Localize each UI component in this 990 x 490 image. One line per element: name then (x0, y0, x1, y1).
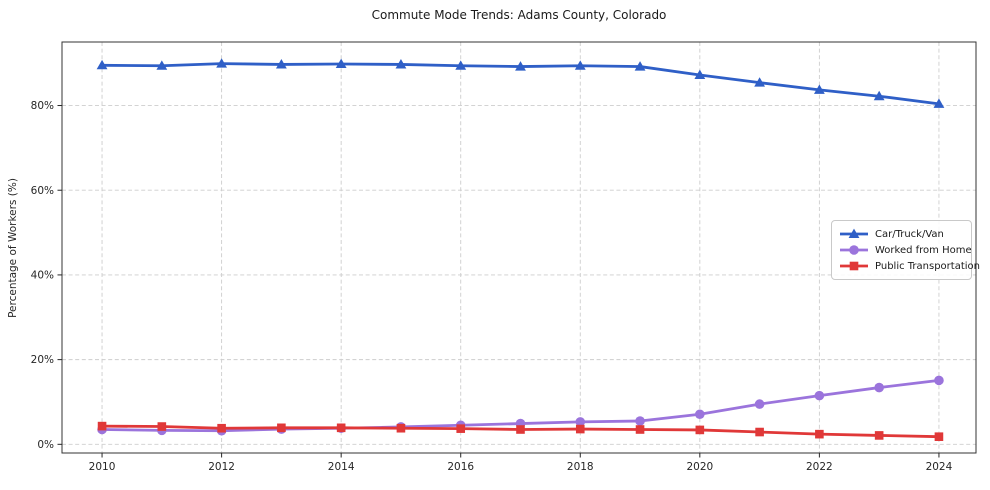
circle-marker (814, 390, 825, 401)
legend-label: Public Transportation (875, 260, 980, 272)
y-tick-label: 0% (37, 439, 54, 451)
chart-title: Commute Mode Trends: Adams County, Color… (371, 8, 667, 22)
x-tick-label: 2016 (447, 461, 474, 473)
gridlines (62, 42, 976, 453)
triangle-marker (455, 60, 467, 70)
triangle-marker (873, 90, 885, 101)
triangle-marker (395, 59, 407, 69)
square-marker (516, 425, 525, 434)
square-legend-swatch (840, 261, 868, 271)
square-marker (849, 261, 859, 271)
square-marker (396, 423, 406, 433)
x-tick-label: 2024 (926, 461, 953, 473)
square-marker (755, 427, 764, 437)
square-marker (635, 425, 645, 434)
square-marker (575, 424, 585, 434)
square-marker (217, 423, 226, 433)
square-marker (456, 424, 466, 433)
legend-item: Public Transportation (839, 258, 980, 274)
triangle-marker (694, 69, 706, 80)
circle-marker (575, 417, 586, 427)
triangle-marker (275, 59, 287, 69)
circle-marker (849, 245, 859, 255)
square-marker (97, 421, 107, 431)
x-tick-label: 2012 (208, 461, 235, 473)
legend: Car/Truck/Van Worked from Home Public Tran… (831, 220, 980, 280)
triangle-marker (96, 59, 108, 70)
x-tick-label: 2010 (89, 461, 116, 473)
y-tick-label: 20% (31, 354, 54, 366)
circle-marker (754, 399, 765, 409)
series-public-transportation (97, 421, 944, 441)
legend-item: Worked from Home (839, 242, 972, 258)
y-tick-label: 80% (31, 100, 54, 112)
plot-frame (61, 41, 977, 454)
x-tick-label: 2022 (806, 461, 833, 473)
y-tick-label: 60% (31, 185, 54, 197)
axes: 2010 2012 2014 2016 2018 2020 2022 2024 0% 20% 40%… (31, 100, 953, 473)
triangle-marker (515, 61, 526, 71)
triangle-marker (754, 77, 766, 87)
triangle-marker (813, 84, 825, 94)
triangle-marker (933, 98, 945, 108)
circle-legend-swatch (840, 245, 868, 255)
series-car-truck-van (96, 58, 945, 108)
legend-label: Car/Truck/Van (875, 228, 944, 240)
x-tick-label: 2018 (567, 461, 594, 473)
square-marker (336, 423, 346, 433)
square-marker (695, 425, 705, 435)
y-tick-label: 40% (31, 270, 54, 282)
square-marker (277, 423, 286, 433)
triangle-marker (634, 61, 646, 71)
square-marker (934, 432, 944, 441)
square-marker (157, 422, 167, 431)
circle-marker (635, 416, 645, 426)
circle-marker (695, 409, 705, 420)
legend-item: Car/Truck/Van (839, 226, 963, 242)
triangle-marker (156, 60, 168, 70)
triangle-marker (216, 58, 228, 68)
square-marker (815, 429, 824, 439)
circle-marker (934, 375, 944, 386)
x-tick-label: 2014 (328, 461, 355, 473)
square-marker (874, 431, 884, 440)
x-tick-label: 2020 (686, 461, 713, 473)
circle-marker (874, 382, 884, 393)
legend-label: Worked from Home (875, 244, 972, 256)
triangle-marker (335, 58, 347, 69)
triangle-legend-swatch (840, 228, 868, 238)
triangle-marker (848, 228, 860, 238)
triangle-marker (574, 60, 586, 70)
